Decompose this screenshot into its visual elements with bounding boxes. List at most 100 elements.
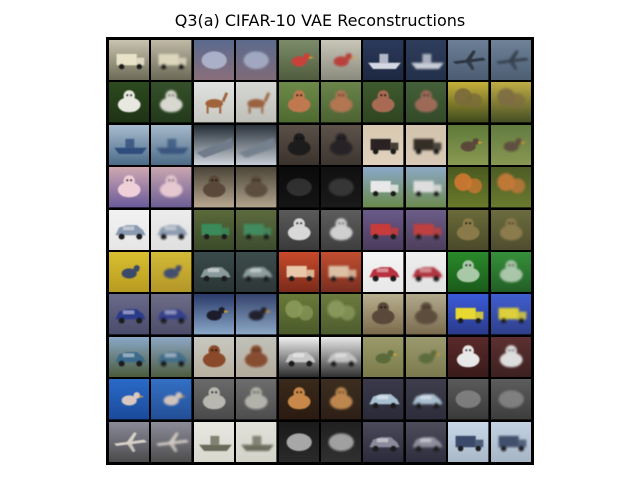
original-image-dog (278, 82, 319, 123)
reconstruction-image-airplane (236, 124, 277, 166)
reconstruction-image-cat (321, 124, 362, 166)
original-image-truck (363, 209, 404, 250)
reconstruction-image-cat (236, 379, 277, 420)
original-image-bird (363, 82, 404, 123)
original-image-frog (278, 294, 319, 335)
reconstruction-image-ship (151, 124, 192, 166)
original-image-truck (278, 252, 319, 293)
reconstruction-image-frog (490, 209, 531, 250)
original-image-dog (278, 209, 319, 250)
reconstruction-image-frog (321, 294, 362, 335)
original-image-truck (363, 124, 404, 166)
reconstruction-image-truck (490, 421, 531, 462)
reconstruction-image-horse (236, 336, 277, 378)
reconstruction-image-deer (236, 82, 277, 123)
reconstruction-image-cat (321, 379, 362, 420)
image-grid (106, 37, 534, 465)
original-image-truck (193, 209, 235, 250)
original-image-bird (109, 252, 150, 293)
original-image-automobile (109, 336, 150, 378)
original-image-automobile (109, 209, 150, 250)
reconstruction-image-frog (490, 167, 531, 208)
original-image-automobile (363, 421, 404, 462)
original-image-dark-scene (278, 167, 319, 208)
reconstruction-image-automobile (151, 336, 192, 378)
original-image-automobile (278, 336, 319, 378)
reconstruction-image-truck (151, 40, 192, 81)
original-image-truck (363, 167, 404, 208)
reconstruction-image-truck (490, 294, 531, 335)
reconstruction-image-dog (321, 82, 362, 123)
reconstruction-image-bird (236, 294, 277, 335)
original-image-bird (448, 124, 489, 166)
original-image-horse (363, 294, 404, 335)
reconstruction-image-truck (236, 209, 277, 250)
reconstruction-image-dog (321, 209, 362, 250)
reconstruction-image-airplane (151, 421, 192, 462)
reconstruction-image-horse (405, 294, 447, 335)
reconstruction-image-automobile (405, 421, 447, 462)
original-image-bird (193, 294, 235, 335)
original-image-blurry-scene (448, 379, 489, 420)
original-image-cat (278, 379, 319, 420)
reconstruction-image-deer (490, 82, 531, 123)
original-image-cat (109, 167, 150, 208)
original-image-bird (363, 336, 404, 378)
reconstruction-image-ship (236, 421, 277, 462)
original-image-automobile (193, 252, 235, 293)
reconstruction-image-automobile (405, 379, 447, 420)
reconstruction-image-ship (405, 40, 447, 81)
original-image-frog (448, 209, 489, 250)
figure-title: Q3(a) CIFAR-10 VAE Reconstructions (174, 11, 466, 30)
reconstruction-image-dark-scene (321, 167, 362, 208)
reconstruction-image-cat (151, 167, 192, 208)
original-image-ship (193, 421, 235, 462)
original-image-truck (109, 40, 150, 81)
reconstruction-image-automobile (405, 252, 447, 293)
original-image-deer (193, 82, 235, 123)
reconstruction-image-horse (236, 167, 277, 208)
reconstruction-image-automobile (151, 294, 192, 335)
reconstruction-image-blurry-scene (236, 40, 277, 81)
original-image-deer (448, 82, 489, 123)
original-image-ship (109, 124, 150, 166)
original-image-airplane (448, 40, 489, 81)
reconstruction-image-bird (405, 82, 447, 123)
original-image-automobile (363, 252, 404, 293)
original-image-truck (448, 294, 489, 335)
original-image-truck (448, 421, 489, 462)
original-image-cat (193, 379, 235, 420)
original-image-bird (278, 40, 319, 81)
reconstruction-image-bird (151, 379, 192, 420)
reconstruction-image-blurry-scene (490, 379, 531, 420)
reconstruction-image-automobile (236, 252, 277, 293)
original-image-cat (109, 82, 150, 123)
original-image-dark-scene (278, 421, 319, 462)
original-image-automobile (109, 294, 150, 335)
original-image-automobile (363, 379, 404, 420)
original-image-bird (109, 379, 150, 420)
reconstruction-image-airplane (490, 40, 531, 81)
reconstruction-image-automobile (321, 336, 362, 378)
reconstruction-image-automobile (151, 209, 192, 250)
original-image-blurry-scene (193, 40, 235, 81)
reconstruction-image-dark-scene (321, 421, 362, 462)
original-image-horse (193, 167, 235, 208)
original-image-cat (278, 124, 319, 166)
reconstruction-image-cat (151, 82, 192, 123)
reconstruction-image-bird (151, 252, 192, 293)
original-image-airplane (193, 124, 235, 166)
reconstruction-image-truck (405, 124, 447, 166)
reconstruction-image-bird (321, 40, 362, 81)
reconstruction-image-frog (490, 252, 531, 293)
original-image-ship (363, 40, 404, 81)
reconstruction-image-horse (490, 336, 531, 378)
original-image-frog (448, 167, 489, 208)
original-image-horse (193, 336, 235, 378)
reconstruction-image-bird (405, 336, 447, 378)
reconstruction-image-bird (490, 124, 531, 166)
reconstruction-image-truck (321, 252, 362, 293)
reconstruction-image-truck (405, 167, 447, 208)
original-image-horse (448, 336, 489, 378)
